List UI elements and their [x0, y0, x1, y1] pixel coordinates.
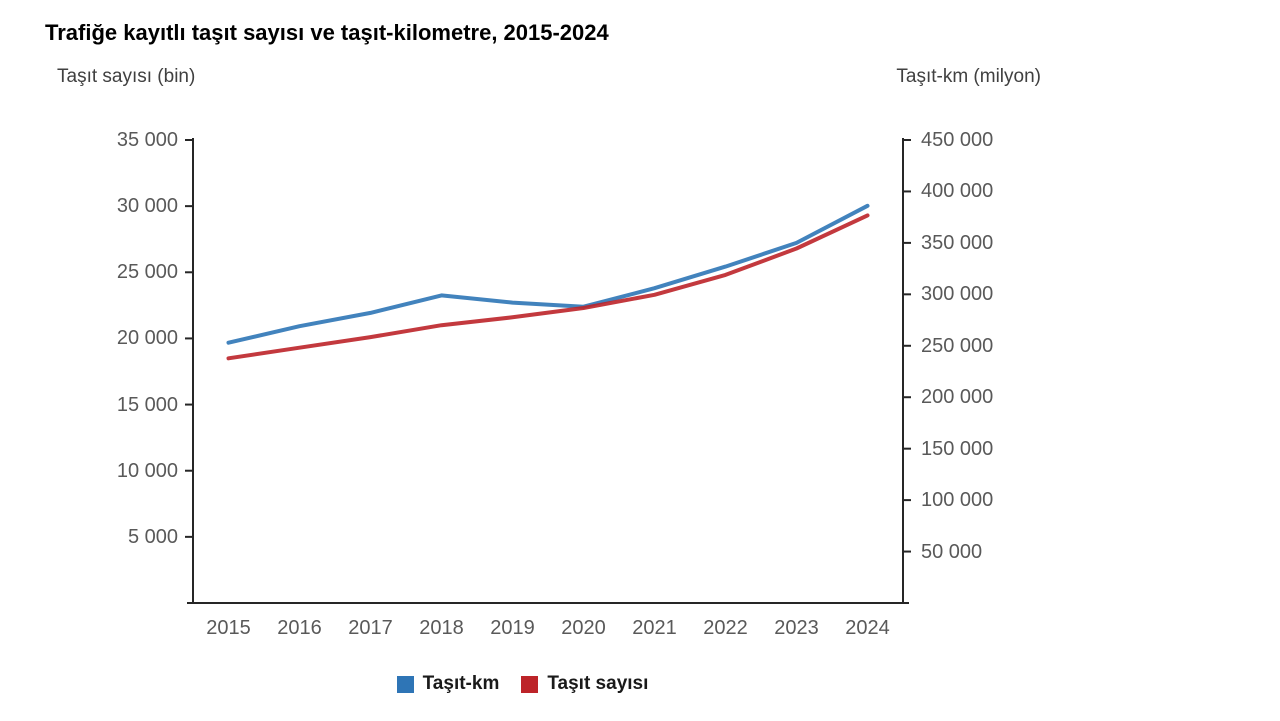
vehicle-km-legend-swatch	[396, 675, 414, 693]
vehicle-km-legend-label: Taşıt-km	[422, 673, 500, 694]
right-axis-tick-label: 150 000	[921, 437, 994, 460]
vehicle-count-legend-swatch	[521, 675, 539, 693]
x-axis-label: 2015	[206, 617, 251, 639]
x-axis-label: 2018	[419, 617, 464, 639]
right-axis-tick-label: 100 000	[921, 489, 994, 512]
x-axis-label: 2021	[632, 617, 677, 639]
x-axis-label: 2016	[277, 617, 322, 639]
x-axis-label: 2020	[561, 617, 606, 639]
x-axis-label: 2022	[703, 617, 748, 639]
right-axis-tick-label: 50 000	[921, 540, 983, 563]
left-axis-title: Taşıt sayısı (bin)	[57, 66, 196, 87]
x-axis-label: 2024	[845, 617, 890, 639]
vehicle-count-legend-label: Taşıt sayısı	[547, 673, 649, 694]
left-axis-tick-label: 35 000	[116, 129, 178, 151]
vehicle-count-line	[226, 213, 870, 361]
x-axis-label: 2019	[490, 617, 535, 639]
right-axis-tick-label: 450 000	[921, 129, 994, 151]
x-axis-label: 2023	[774, 617, 819, 639]
left-axis-tick-label: 20 000	[116, 327, 178, 350]
right-axis-tick-label: 300 000	[921, 283, 994, 306]
legend-item-vehicle-count: Taşıt sayısı	[521, 673, 648, 695]
x-axis-label: 2017	[348, 617, 393, 639]
left-axis-tick-label: 15 000	[116, 393, 178, 416]
left-axis-tick-label: 30 000	[116, 195, 178, 218]
left-axis-tick-label: 10 000	[116, 459, 178, 482]
left-axis-tick-label: 25 000	[116, 261, 178, 284]
right-axis-title: Taşıt-km (milyon)	[896, 66, 1041, 87]
chart-title: Trafiğe kayıtlı taşıt sayısı ve taşıt-ki…	[45, 20, 609, 45]
right-axis-tick-label: 400 000	[921, 180, 994, 203]
right-axis-tick-label: 200 000	[921, 386, 994, 409]
right-axis-tick-label: 250 000	[921, 334, 994, 357]
vehicle-km-line	[226, 203, 870, 345]
legend-item-vehicle-km: Taşıt-km	[396, 673, 500, 695]
chart-legend: Taşıt-km Taşıt sayısı	[0, 670, 1045, 698]
left-axis-tick-label: 5 000	[127, 525, 178, 548]
right-axis-tick-label: 350 000	[921, 231, 994, 254]
